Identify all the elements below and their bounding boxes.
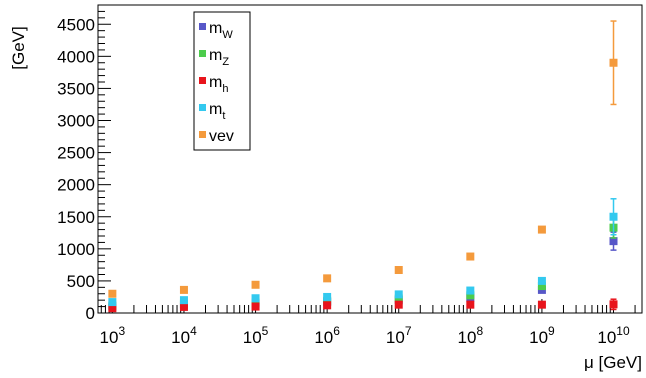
data-point (323, 292, 332, 301)
series-mt (108, 198, 618, 307)
data-point (609, 58, 618, 67)
legend-marker (199, 77, 206, 84)
legend-marker (199, 131, 206, 138)
data-point (251, 302, 260, 311)
data-point (179, 296, 188, 305)
y-tick-label: 1000 (57, 240, 95, 259)
x-tick-label: 107 (386, 324, 412, 347)
x-tick-label: 108 (458, 324, 484, 347)
y-tick-label: 500 (67, 272, 95, 291)
data-point (251, 298, 260, 307)
data-point (394, 290, 403, 299)
y-tick-label: 3000 (57, 112, 95, 131)
legend-label: mZ (209, 47, 229, 68)
y-axis: 0 500 1000 1500 2000 2500 3000 3500 4000 4500 (57, 4, 111, 323)
data-point (251, 280, 260, 289)
y-tick-label: 4000 (57, 47, 95, 66)
data-point (537, 225, 546, 234)
data-point (179, 285, 188, 294)
y-tick-label: 0 (86, 304, 95, 323)
y-tick-label: 3500 (57, 79, 95, 98)
y-tick-label: 2000 (57, 176, 95, 195)
legend-label: mt (209, 101, 225, 122)
data-point (394, 294, 403, 303)
x-axis-label: μ [GeV] (584, 353, 642, 372)
data-point (394, 300, 403, 309)
data-point (108, 298, 117, 307)
plot-frame (97, 4, 643, 314)
x-tick-label: 105 (243, 324, 269, 347)
data-point (609, 212, 618, 221)
y-tick-label: 4500 (57, 15, 95, 34)
y-axis-label: [GeV] (9, 26, 28, 69)
x-tick-label: 104 (171, 324, 197, 347)
y-tick-label: 1500 (57, 208, 95, 227)
legend-label: vev (209, 128, 234, 145)
legend-marker (199, 104, 206, 111)
data-point (609, 300, 618, 309)
data-point (108, 289, 117, 298)
legend-marker (199, 23, 206, 30)
x-tick-label: 109 (529, 324, 555, 347)
data-point (466, 252, 475, 261)
data-point (466, 286, 475, 295)
data-point (394, 266, 403, 275)
data-point (108, 304, 117, 313)
data-layer (108, 20, 618, 313)
legend: mW mZ mh mt vev (193, 11, 251, 151)
data-point (179, 302, 188, 311)
series-vev (108, 20, 618, 298)
data-point (537, 282, 546, 291)
x-tick-label: 106 (314, 324, 340, 347)
data-point (323, 274, 332, 283)
x-tick-label: 103 (100, 324, 126, 347)
legend-label: mh (209, 74, 228, 95)
data-point (466, 300, 475, 309)
legend-marker (199, 50, 206, 57)
data-point (537, 300, 546, 309)
series-mh (108, 298, 618, 313)
data-point (251, 294, 260, 303)
legend-label: mW (209, 20, 233, 41)
x-axis: 103 104 105 106 107 108 109 1010 (100, 299, 636, 347)
x-tick-label: 1010 (597, 324, 630, 347)
data-point (609, 237, 618, 246)
data-point (466, 291, 475, 300)
y-tick-label: 2500 (57, 144, 95, 163)
data-point (537, 276, 546, 285)
data-point (323, 301, 332, 310)
